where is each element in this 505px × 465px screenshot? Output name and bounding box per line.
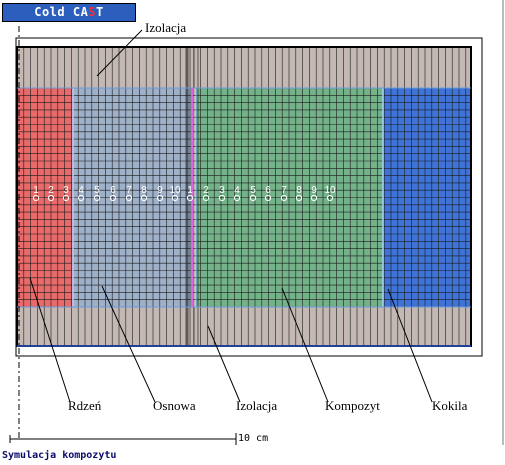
- app-title-main: Cold CA: [34, 5, 89, 19]
- app-title-accent: S: [88, 5, 97, 19]
- probe-marker: [62, 194, 70, 202]
- leader-matrix: [101, 285, 156, 403]
- status-text: Symulacja kompozytu: [2, 450, 117, 461]
- probe-label: 1: [33, 185, 39, 196]
- region-insulation-bottom: [17, 307, 471, 346]
- probe-marker: [202, 194, 210, 202]
- app-title-tail: T: [96, 5, 104, 19]
- label-composite: Kompozyt: [325, 398, 380, 413]
- probe-label: 10: [324, 185, 336, 196]
- probe-label: 8: [141, 185, 147, 196]
- probe-markers: 1 2 3 4 5 6 7 8 9 10 1 2 3 4 5 6 7 8 9 10: [32, 185, 336, 202]
- probe-marker: [233, 194, 241, 202]
- scale-label: 10 cm: [238, 433, 269, 444]
- probe-label: 10: [169, 185, 181, 196]
- probe-marker: [218, 194, 226, 202]
- leader-insulation-top: [96, 29, 143, 77]
- probe-marker: [264, 194, 272, 202]
- region-insulation-top: [17, 47, 471, 88]
- label-core: Rdzeń: [68, 398, 102, 413]
- probe-label: 2: [48, 185, 54, 196]
- probe-label: 3: [219, 185, 225, 196]
- label-matrix: Osnowa: [153, 398, 196, 413]
- app-title-button[interactable]: Cold CAST: [2, 3, 136, 22]
- probe-label: 9: [157, 185, 163, 196]
- probe-label: 6: [265, 185, 271, 196]
- probe-label: 4: [234, 185, 240, 196]
- probe-marker: [171, 194, 179, 202]
- probe-marker: [249, 194, 257, 202]
- probe-marker: [47, 194, 55, 202]
- probe-label: 9: [311, 185, 317, 196]
- probe-marker: [125, 194, 133, 202]
- probe-marker: [280, 194, 288, 202]
- probe-label: 8: [296, 185, 302, 196]
- label-mold: Kokila: [432, 398, 468, 413]
- probe-marker: [32, 194, 40, 202]
- probe-label: 7: [126, 185, 132, 196]
- probe-marker: [326, 194, 334, 202]
- mesh-grid: [16, 47, 471, 346]
- leader-core: [29, 277, 71, 403]
- probe-label: 3: [63, 185, 69, 196]
- leader-insulation-bottom: [207, 325, 241, 403]
- label-insulation-top: Izolacja: [145, 20, 187, 35]
- leader-mold: [387, 288, 433, 403]
- probe-label: 1: [187, 185, 193, 196]
- leader-composite: [281, 287, 329, 403]
- probe-label: 4: [78, 185, 84, 196]
- label-insulation-bottom: Izolacja: [236, 398, 278, 413]
- probe-label: 7: [281, 185, 287, 196]
- probe-label: 6: [110, 185, 116, 196]
- probe-marker: [93, 194, 101, 202]
- probe-label: 5: [94, 185, 100, 196]
- probe-marker: [77, 194, 85, 202]
- probe-marker: [109, 194, 117, 202]
- probe-marker: [140, 194, 148, 202]
- probe-marker: [156, 194, 164, 202]
- probe-label: 2: [203, 185, 209, 196]
- probe-marker: [295, 194, 303, 202]
- probe-label: 5: [250, 185, 256, 196]
- probe-marker: [310, 194, 318, 202]
- probe-marker: [186, 194, 194, 202]
